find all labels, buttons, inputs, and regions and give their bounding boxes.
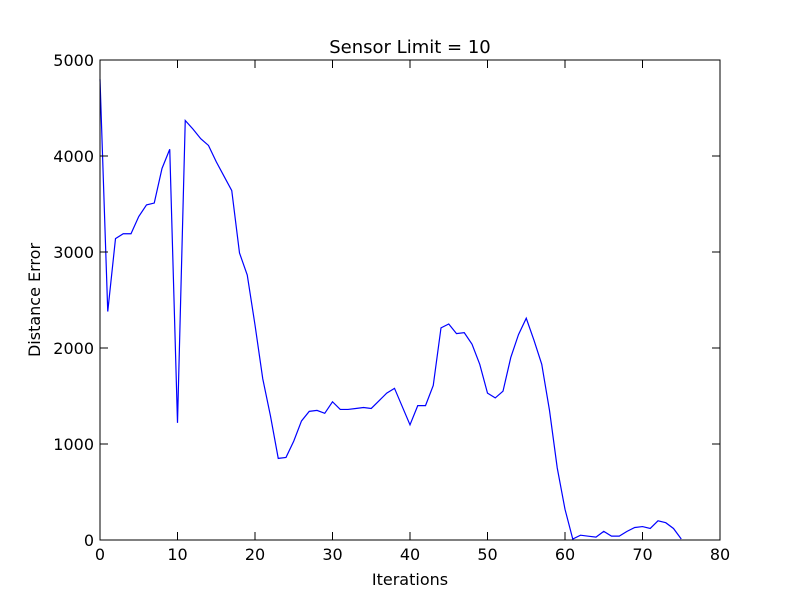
y-tick-label: 5000 — [53, 51, 94, 70]
y-tick-label: 1000 — [53, 435, 94, 454]
x-tick-label: 80 — [710, 545, 730, 564]
y-axis-label: Distance Error — [25, 243, 44, 357]
y-tick-label: 2000 — [53, 339, 94, 358]
series-line — [99, 79, 682, 540]
x-tick-label: 30 — [322, 545, 342, 564]
series-layer — [99, 79, 682, 540]
y-tick-label: 3000 — [53, 243, 94, 262]
y-tick-label: 4000 — [53, 147, 94, 166]
x-tick-label: 20 — [245, 545, 265, 564]
tick-layer: 0 10 20 30 40 50 60 70 80 0 1000 2000 3000 4000 5000 — [53, 51, 730, 564]
x-tick-label: 10 — [167, 545, 187, 564]
y-tick-label: 0 — [84, 531, 94, 550]
x-tick-label: 0 — [95, 545, 105, 564]
x-axis-label: Iterations — [372, 570, 448, 589]
x-tick-label: 70 — [632, 545, 652, 564]
chart-title: Sensor Limit = 10 — [329, 37, 490, 58]
plot-area — [100, 60, 720, 540]
x-tick-label: 40 — [400, 545, 420, 564]
plot-frame — [99, 59, 721, 541]
x-tick-label: 50 — [477, 545, 497, 564]
x-tick-label: 60 — [555, 545, 575, 564]
